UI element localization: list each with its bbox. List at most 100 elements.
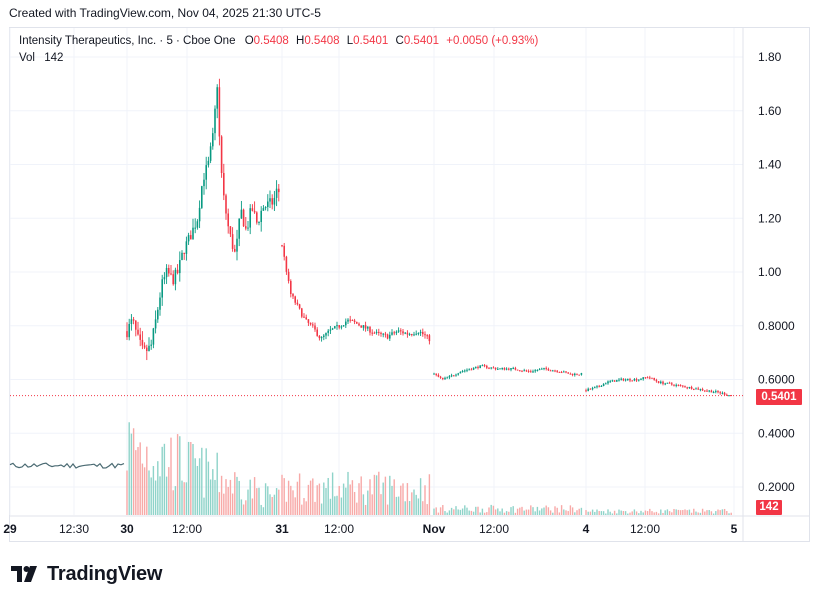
candle-body xyxy=(275,188,278,198)
volume-bar xyxy=(730,512,732,515)
candle-body xyxy=(349,319,351,321)
volume-bar xyxy=(649,508,651,515)
candle-body xyxy=(708,390,710,392)
candle-body xyxy=(635,379,638,381)
candle-body xyxy=(212,133,214,147)
volume-bar xyxy=(457,509,459,515)
low-value: 0.5401 xyxy=(353,35,389,47)
volume-bar xyxy=(523,510,525,515)
volume-bar xyxy=(148,470,150,515)
candle-body xyxy=(466,369,468,371)
candle-body xyxy=(589,388,592,390)
candle-body xyxy=(395,331,398,334)
grid-lines xyxy=(9,28,810,541)
candle-body xyxy=(323,335,325,338)
candle-body xyxy=(688,386,691,388)
x-tick-label: 5 xyxy=(731,522,738,536)
x-tick-label: 12:00 xyxy=(630,522,660,536)
volume-bar xyxy=(353,491,356,515)
candle-body xyxy=(340,326,343,328)
candle-body xyxy=(717,391,719,393)
candle-body xyxy=(712,392,715,394)
candle-body xyxy=(545,367,547,369)
candle-body xyxy=(488,367,490,369)
volume-bar xyxy=(560,505,563,515)
volume-bar xyxy=(331,472,334,515)
candle-body xyxy=(296,302,299,305)
candle-body xyxy=(338,325,340,328)
candle-body xyxy=(214,108,216,134)
tradingview-logo[interactable]: TradingView xyxy=(11,561,162,587)
volume-bar xyxy=(461,508,464,515)
candle-body xyxy=(192,227,194,240)
candle-body xyxy=(710,390,713,393)
candle-body xyxy=(439,376,442,378)
volume-bar xyxy=(267,486,269,515)
volume-bar xyxy=(675,509,677,515)
volume-bar xyxy=(143,467,146,515)
candle-body xyxy=(312,324,314,326)
volume-bar xyxy=(534,511,536,515)
candle-body xyxy=(375,331,378,333)
candle-body xyxy=(287,271,290,282)
candle-body xyxy=(253,210,256,213)
tradingview-icon xyxy=(11,566,37,582)
candle-body xyxy=(161,279,163,298)
candle-body xyxy=(554,370,556,372)
volume-bar xyxy=(168,467,170,515)
candle-body xyxy=(417,333,420,335)
volume-bar xyxy=(336,495,338,515)
volume-bar xyxy=(415,494,417,515)
volume-bar xyxy=(532,507,534,515)
candle-body xyxy=(660,381,662,384)
candle-body xyxy=(290,281,292,295)
candle-body xyxy=(183,252,185,254)
candle-body xyxy=(543,367,545,369)
candle-body xyxy=(501,368,503,370)
volume-bar xyxy=(179,436,181,515)
volume-bar xyxy=(307,484,310,515)
candle-body xyxy=(320,337,323,339)
volume-bar xyxy=(378,471,380,515)
volume-bar xyxy=(598,510,600,515)
candle-body xyxy=(150,344,152,346)
candle-body xyxy=(602,383,605,387)
candle-body xyxy=(236,238,238,252)
candle-body xyxy=(472,367,475,370)
volume-bar xyxy=(338,485,340,515)
volume-bar xyxy=(340,497,343,515)
candle-body xyxy=(351,319,354,321)
candle-body xyxy=(154,319,157,329)
candle-body xyxy=(624,379,627,381)
volume-bar xyxy=(655,511,658,515)
candle-body xyxy=(437,374,440,377)
volume-bar xyxy=(693,508,695,515)
volume-bar xyxy=(345,487,347,515)
candle-body xyxy=(301,308,303,317)
volume-bar xyxy=(651,511,653,515)
candle-body xyxy=(492,367,495,369)
candle-body xyxy=(309,322,312,325)
candle-body xyxy=(369,326,371,333)
volume-bar xyxy=(682,510,684,515)
volume-bar xyxy=(281,474,283,515)
volume-bar xyxy=(375,475,378,515)
volume-bar xyxy=(214,479,216,515)
volume-bar xyxy=(521,506,523,515)
candle-body xyxy=(205,165,207,180)
volume-bar xyxy=(679,510,682,515)
last-price-tag: 0.5401 xyxy=(756,389,802,405)
volume-bar xyxy=(525,509,528,515)
candle-body xyxy=(514,367,517,370)
volume-bar xyxy=(290,485,292,515)
candle-body xyxy=(715,391,717,393)
volume-bar xyxy=(571,507,574,515)
volume-bar xyxy=(285,501,288,515)
candle-body xyxy=(415,333,417,335)
volume-bar xyxy=(717,509,719,515)
candle-body xyxy=(580,373,583,375)
candle-body xyxy=(389,334,391,339)
candle-body xyxy=(706,390,708,392)
x-tick-label: 12:00 xyxy=(172,522,202,536)
